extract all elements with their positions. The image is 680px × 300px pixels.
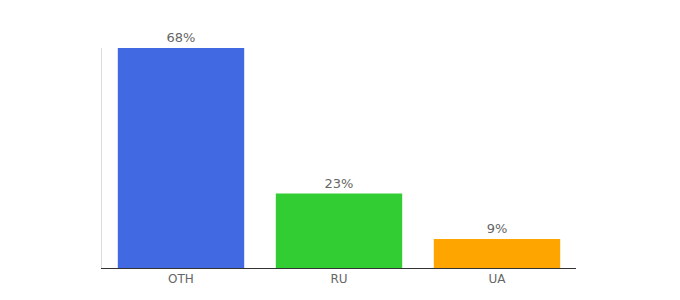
svg-text:23%: 23% (325, 176, 354, 191)
svg-text:9%: 9% (487, 221, 508, 236)
svg-text:RU: RU (330, 272, 347, 286)
svg-text:UA: UA (489, 272, 507, 286)
svg-text:68%: 68% (167, 30, 196, 45)
svg-text:OTH: OTH (168, 272, 194, 286)
